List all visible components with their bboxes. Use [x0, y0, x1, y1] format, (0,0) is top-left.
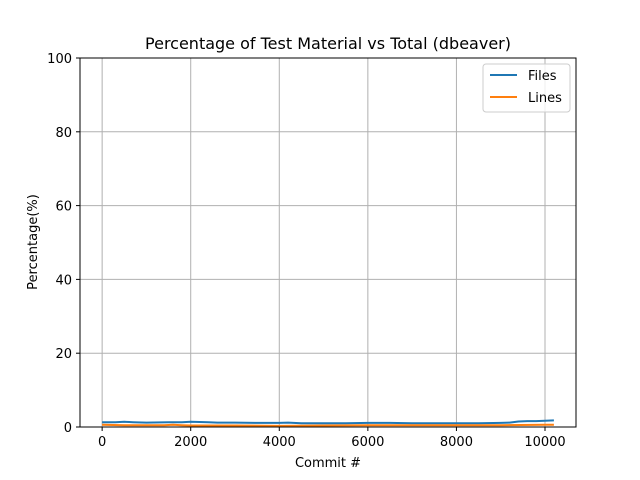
y-tick-label: 20	[55, 347, 72, 362]
y-tick-label: 60	[55, 200, 72, 215]
plot-frame	[79, 57, 577, 428]
series-line-files	[102, 419, 554, 425]
x-tick-label: 4000	[263, 435, 296, 450]
y-tick-label: 80	[55, 126, 72, 141]
legend-label-files: Files	[528, 69, 557, 84]
tick-layer: 0 2000 4000 6000 8000 10000 0 20 40 60 80 100	[47, 52, 566, 450]
legend: Files Lines	[482, 63, 571, 113]
x-tick-label: 8000	[440, 435, 473, 450]
y-tick-label: 40	[55, 273, 72, 288]
y-tick-label: 0	[64, 421, 72, 436]
x-tick-label: 2000	[174, 435, 207, 450]
x-tick-label: 0	[98, 435, 106, 450]
x-tick-label: 10000	[524, 435, 565, 450]
x-tick-label: 6000	[351, 435, 384, 450]
y-tick-label: 100	[47, 52, 72, 67]
chart-title: Percentage of Test Material vs Total (db…	[145, 34, 511, 53]
y-axis-label: Percentage(%)	[26, 194, 41, 290]
grid-layer	[80, 57, 576, 428]
series-layer	[102, 419, 554, 427]
legend-label-lines: Lines	[528, 91, 562, 106]
series-line-lines	[102, 423, 554, 427]
x-axis-label: Commit #	[295, 456, 361, 471]
